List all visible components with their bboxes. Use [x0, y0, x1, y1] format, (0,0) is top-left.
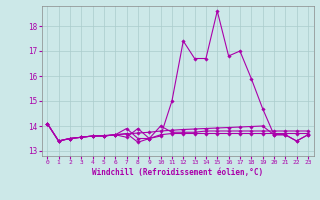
X-axis label: Windchill (Refroidissement éolien,°C): Windchill (Refroidissement éolien,°C) [92, 168, 263, 177]
